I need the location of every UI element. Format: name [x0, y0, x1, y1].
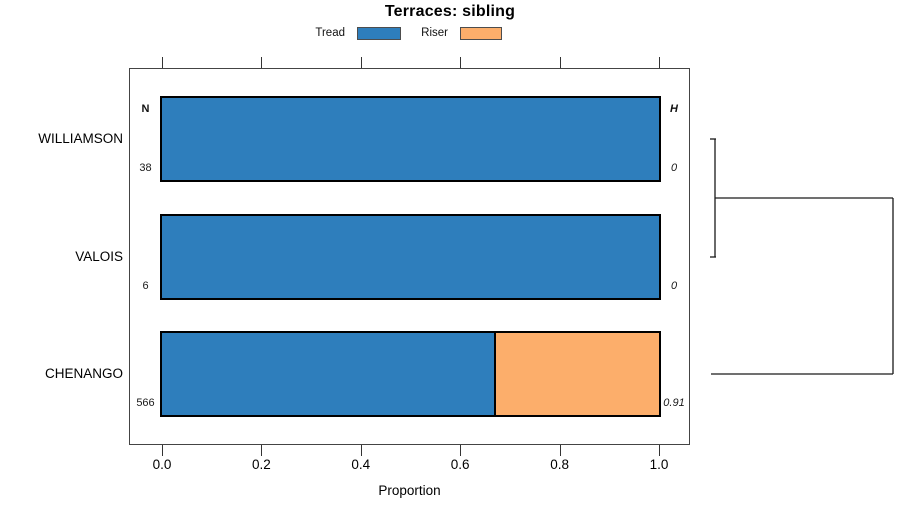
x-tick-top [261, 57, 263, 68]
bar-row [160, 331, 661, 417]
x-tick-top [559, 57, 561, 68]
x-tick-label: 0.2 [252, 457, 271, 472]
x-tick-label: 0.6 [450, 457, 470, 472]
bar-segment-tread [162, 216, 659, 298]
plot-area [129, 68, 690, 445]
x-tick-bottom [559, 445, 561, 456]
x-axis-title: Proportion [378, 483, 441, 498]
chart-title: Terraces: sibling [384, 3, 516, 20]
n-value: 6 [142, 280, 149, 292]
x-tick-top [460, 57, 462, 68]
category-label: WILLIAMSON [38, 131, 123, 146]
h-value: 0 [670, 280, 678, 292]
x-tick-label: 0.8 [550, 457, 569, 472]
x-tick-label: 0.0 [152, 457, 172, 472]
x-tick-bottom [659, 445, 660, 456]
x-tick-label: 1.0 [649, 457, 669, 472]
n-column-header: N [141, 103, 150, 115]
x-tick-bottom [261, 445, 263, 456]
x-tick-top [659, 57, 660, 68]
x-tick-label: 0.4 [351, 457, 371, 472]
x-tick-top [360, 57, 362, 68]
n-value: 566 [136, 397, 155, 409]
bar-segment-riser [493, 333, 659, 415]
x-tick-bottom [360, 445, 362, 456]
legend-label-riser: Riser [421, 27, 448, 39]
category-label: CHENANGO [44, 366, 123, 381]
h-column-header: H [670, 103, 678, 115]
h-value: 0 [670, 162, 678, 174]
legend-swatch-tread [357, 27, 401, 40]
bar-row [160, 214, 661, 300]
bar-segment-tread [162, 98, 659, 180]
category-label: VALOIS [75, 249, 123, 264]
h-value: 0.91 [663, 397, 685, 409]
x-tick-top [162, 57, 163, 68]
legend-swatch-riser [460, 27, 502, 40]
bar-segment-tread [162, 333, 494, 415]
n-value: 38 [139, 162, 152, 174]
legend-label-tread: Tread [315, 27, 345, 39]
x-tick-bottom [460, 445, 462, 456]
bar-row [160, 96, 661, 182]
x-tick-bottom [162, 445, 163, 456]
